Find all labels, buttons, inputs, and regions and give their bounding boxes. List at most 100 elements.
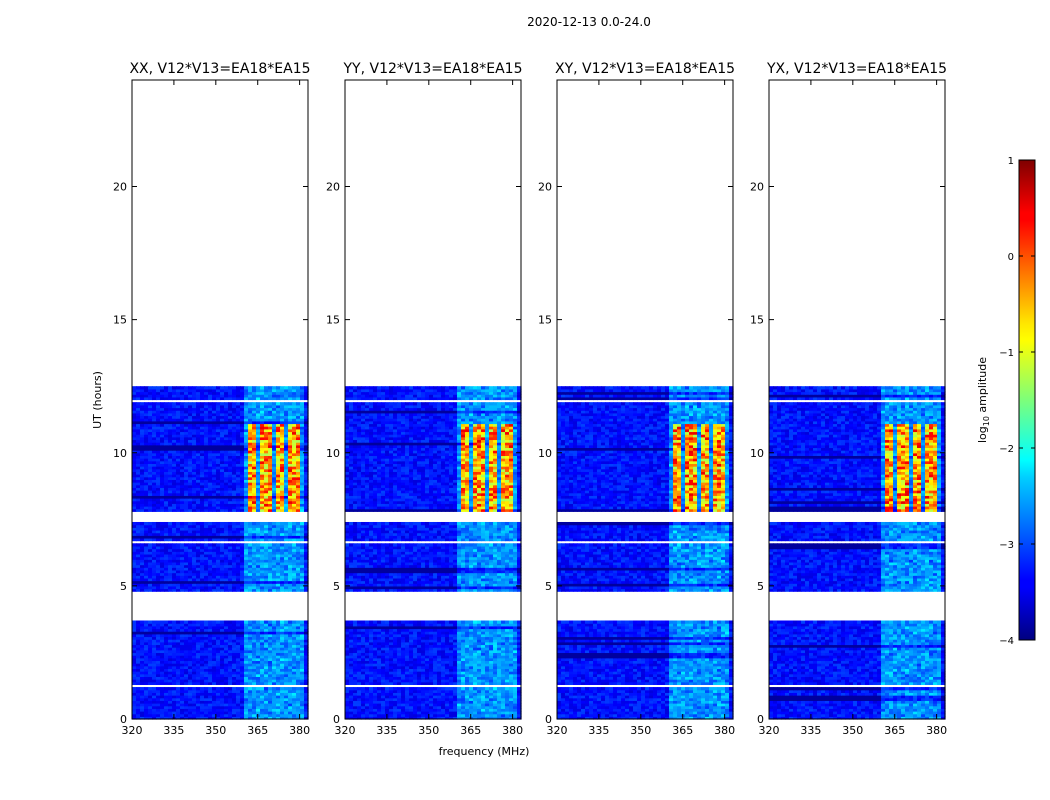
heatmap-cell — [260, 713, 265, 717]
heatmap-cell — [272, 543, 277, 547]
heatmap-cell — [168, 695, 173, 699]
heatmap-cell — [132, 703, 137, 707]
heatmap-cell — [140, 671, 145, 675]
heatmap-cell — [248, 676, 253, 680]
heatmap-cell — [160, 687, 165, 691]
heatmap-cell — [192, 705, 197, 709]
heatmap-cell — [144, 700, 149, 704]
heatmap-cell — [192, 692, 197, 696]
heatmap-cell — [184, 679, 189, 683]
heatmap-cell — [280, 697, 285, 701]
heatmap-cell — [280, 700, 285, 704]
heatmap-cell — [196, 679, 201, 683]
heatmap-cell — [228, 705, 233, 709]
heatmap-cell — [148, 679, 153, 683]
heatmap-cell — [220, 716, 225, 720]
heatmap-cell — [192, 695, 197, 699]
heatmap-cell — [220, 543, 225, 547]
heatmap-cell — [272, 692, 277, 696]
heatmap-cell — [236, 695, 241, 699]
heatmap-cell — [272, 708, 277, 712]
heatmap-cell — [180, 716, 185, 720]
heatmap-cell — [144, 386, 149, 390]
heatmap-cell — [172, 711, 177, 715]
heatmap-cell — [168, 673, 173, 677]
heatmap-cell — [176, 705, 181, 709]
heatmap-cell — [136, 697, 141, 701]
heatmap-cell — [132, 620, 137, 624]
heatmap-cell — [132, 681, 137, 685]
heatmap-cell — [144, 711, 149, 715]
heatmap-cell — [164, 620, 169, 624]
heatmap-cell — [256, 711, 261, 715]
heatmap-cell — [196, 521, 201, 526]
heatmap-cell — [156, 689, 161, 693]
heatmap-cell — [204, 521, 209, 526]
heatmap-cell — [192, 703, 197, 707]
heatmap-cell — [236, 620, 241, 624]
heatmap-cell — [212, 700, 217, 704]
heatmap-cell — [180, 681, 185, 685]
heatmap-cell — [204, 671, 209, 675]
heatmap-cell — [204, 681, 209, 685]
heatmap-cell — [212, 697, 217, 701]
heatmap-cell — [292, 697, 297, 701]
panel-title: XX, V12*V13=EA18*EA15 — [129, 61, 310, 77]
heatmap-cell — [144, 705, 149, 709]
heatmap-cell — [284, 692, 289, 696]
heatmap-cell — [256, 681, 261, 685]
heatmap-cell — [280, 716, 285, 720]
heatmap-cell — [272, 687, 277, 691]
heatmap-cell — [180, 697, 185, 701]
heatmap-cell — [268, 695, 273, 699]
heatmap-cell — [140, 687, 145, 691]
heatmap-cell — [232, 673, 237, 677]
heatmap-cell — [244, 620, 249, 624]
heatmap-cell — [132, 716, 137, 720]
x-tick-label: 380 — [289, 724, 310, 737]
heatmap-cell — [244, 700, 249, 704]
heatmap-cell — [196, 671, 201, 675]
heatmap-cell — [176, 676, 181, 680]
heatmap-cell — [196, 687, 201, 691]
heatmap-cell — [216, 692, 221, 696]
heatmap-cell — [240, 703, 245, 707]
heatmap-cell — [200, 671, 205, 675]
heatmap-cell — [232, 700, 237, 704]
heatmap-cell — [256, 620, 261, 624]
heatmap-cell — [168, 671, 173, 675]
heatmap-cell — [296, 695, 301, 699]
heatmap-cell — [296, 668, 301, 672]
heatmap-cell — [164, 708, 169, 712]
heatmap-cell — [264, 689, 269, 693]
heatmap-cell — [144, 713, 149, 717]
heatmap-cell — [144, 402, 149, 406]
heatmap-cell — [288, 716, 293, 720]
heatmap-cell — [156, 386, 161, 390]
heatmap-cell — [248, 695, 253, 699]
heatmap-cell — [292, 711, 297, 715]
heatmap-cell — [148, 620, 153, 624]
heatmap-cell — [208, 386, 213, 390]
heatmap-cell — [160, 708, 165, 712]
heatmap-cell — [244, 665, 249, 670]
heatmap-cell — [140, 543, 145, 547]
heatmap-cell — [188, 386, 193, 390]
heatmap-cell — [232, 703, 237, 707]
heatmap-cell — [132, 711, 137, 715]
heatmap-cell — [136, 711, 141, 715]
heatmap-cell — [176, 708, 181, 712]
heatmap-cell — [288, 620, 293, 624]
heatmap-cell — [184, 668, 189, 672]
heatmap-cell — [240, 697, 245, 701]
heatmap-cell — [148, 697, 153, 701]
heatmap-cell — [232, 620, 237, 624]
heatmap-cell — [192, 402, 197, 406]
heatmap-cell — [236, 692, 241, 696]
heatmap-cell — [268, 703, 273, 707]
heatmap-cell — [292, 676, 297, 680]
heatmap-cell — [276, 673, 281, 677]
heatmap-cell — [152, 386, 157, 390]
heatmap-cell — [300, 713, 305, 717]
heatmap-cell — [248, 543, 253, 547]
